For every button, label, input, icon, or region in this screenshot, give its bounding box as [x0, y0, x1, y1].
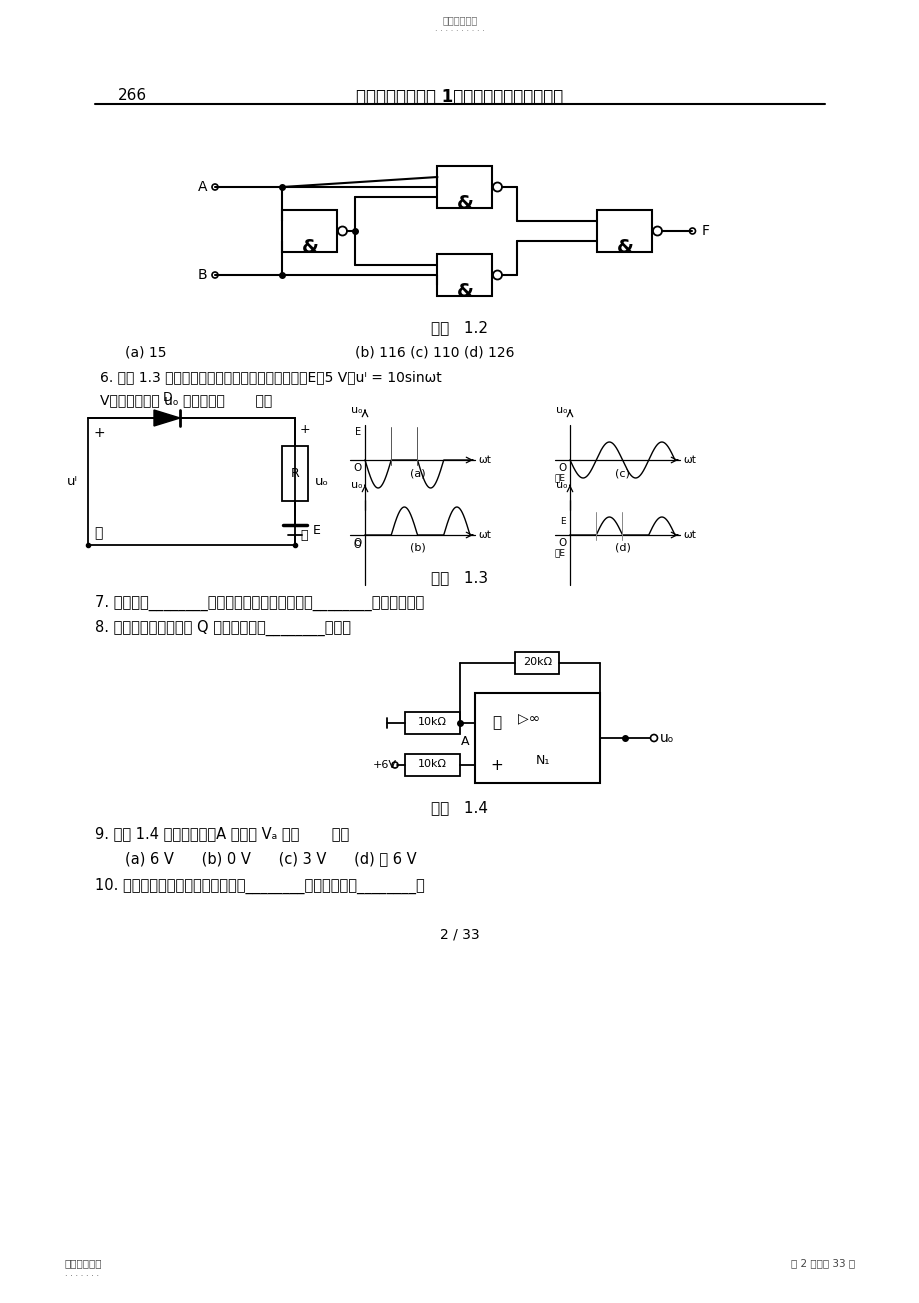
- Text: uₒ: uₒ: [556, 480, 567, 490]
- Bar: [474, 693, 599, 783]
- Text: (b) 116 (c) 110 (d) 126: (b) 116 (c) 110 (d) 126: [355, 345, 514, 360]
- Text: (a): (a): [409, 468, 425, 478]
- Text: O: O: [353, 539, 360, 550]
- Text: O: O: [354, 463, 361, 473]
- Text: (b): (b): [409, 543, 425, 552]
- Text: (a) 15: (a) 15: [125, 345, 166, 360]
- Text: uₒ: uₒ: [556, 405, 567, 414]
- Text: (a) 6 V      (b) 0 V      (c) 3 V      (d) － 6 V: (a) 6 V (b) 0 V (c) 3 V (d) － 6 V: [125, 851, 416, 866]
- Bar: [282, 446, 308, 500]
- Text: 题图   1.4: 题图 1.4: [431, 800, 488, 814]
- Polygon shape: [153, 410, 180, 426]
- Text: +: +: [94, 426, 106, 440]
- Text: O: O: [354, 538, 361, 549]
- Bar: [437, 254, 492, 296]
- Text: &: &: [456, 281, 473, 301]
- Text: · · · · · · ·: · · · · · · ·: [65, 1272, 99, 1281]
- Text: uₒ: uₒ: [351, 480, 363, 490]
- Text: (d): (d): [614, 543, 630, 552]
- Text: A: A: [460, 735, 469, 748]
- Text: 2 / 33: 2 / 33: [439, 926, 480, 941]
- Bar: [437, 165, 492, 208]
- Text: E: E: [355, 427, 360, 437]
- Text: 电子技术（电工学 1）典型题解析及自测试题: 电子技术（电工学 1）典型题解析及自测试题: [356, 89, 563, 106]
- Bar: [404, 711, 460, 734]
- Text: 名师归纳总结: 名师归纳总结: [65, 1257, 102, 1268]
- Text: V，输出端电压 uₒ 的波形为（       ）。: V，输出端电压 uₒ 的波形为（ ）。: [100, 394, 272, 407]
- Bar: [282, 210, 337, 251]
- Text: uₒ: uₒ: [314, 476, 329, 489]
- Text: F: F: [701, 224, 709, 238]
- Text: (c): (c): [615, 468, 630, 478]
- Text: 10kΩ: 10kΩ: [417, 760, 446, 769]
- Text: +: +: [300, 423, 311, 437]
- Text: E: E: [312, 524, 321, 537]
- Bar: [404, 754, 460, 777]
- Text: 10kΩ: 10kΩ: [417, 717, 446, 727]
- Text: ωt: ωt: [682, 455, 695, 465]
- Text: 题图   1.2: 题图 1.2: [431, 321, 488, 335]
- Text: N₁: N₁: [535, 754, 549, 767]
- Text: uₒ: uₒ: [351, 405, 363, 414]
- Text: 7. 晶体管是________型控制器件，而场效应管是________型控制器件。: 7. 晶体管是________型控制器件，而场效应管是________型控制器件…: [95, 595, 424, 611]
- Text: 精选学习资料: 精选学习资料: [442, 16, 477, 25]
- Text: B: B: [198, 268, 207, 281]
- Text: &: &: [301, 238, 318, 257]
- Text: 9. 题图 1.4 所示电路中，A 点电位 Vₐ 为（       ）。: 9. 题图 1.4 所示电路中，A 点电位 Vₐ 为（ ）。: [95, 826, 349, 840]
- Text: A: A: [198, 180, 207, 194]
- Text: －E: －E: [554, 549, 565, 558]
- Text: 6. 题图 1.3 所示电路中，忽略二极管的正向压降，E＝5 V，uᴵ = 10sinωt: 6. 题图 1.3 所示电路中，忽略二极管的正向压降，E＝5 V，uᴵ = 10…: [100, 370, 441, 384]
- Text: 8. 晶体管的静态工作点 Q 偏高，易引起________失真。: 8. 晶体管的静态工作点 Q 偏高，易引起________失真。: [95, 620, 351, 636]
- Bar: [515, 652, 559, 674]
- Text: · · · · · · · · · ·: · · · · · · · · · ·: [435, 27, 484, 36]
- Bar: [596, 210, 652, 251]
- Text: uₒ: uₒ: [659, 731, 674, 745]
- Text: 第 2 页，共 33 页: 第 2 页，共 33 页: [790, 1257, 854, 1268]
- Text: ωt: ωt: [478, 455, 491, 465]
- Text: E: E: [560, 517, 565, 526]
- Text: 20kΩ: 20kΩ: [522, 657, 551, 667]
- Text: &: &: [616, 238, 633, 257]
- Text: R: R: [290, 466, 299, 480]
- Text: +: +: [490, 757, 503, 773]
- Text: －: －: [300, 529, 307, 542]
- Text: D: D: [163, 391, 173, 404]
- Text: －: －: [94, 526, 102, 539]
- Text: 266: 266: [118, 89, 147, 103]
- Text: &: &: [456, 194, 473, 212]
- Text: ωt: ωt: [478, 530, 491, 539]
- Text: －: －: [492, 715, 501, 731]
- Text: O: O: [558, 463, 566, 473]
- Text: ▷∞: ▷∞: [518, 711, 540, 724]
- Text: －E: －E: [554, 473, 565, 482]
- Text: 10. 振荡电路自激振荡的相位条件是________，幅度条件是________。: 10. 振荡电路自激振荡的相位条件是________，幅度条件是________…: [95, 878, 425, 894]
- Text: +6V: +6V: [372, 760, 397, 770]
- Text: ωt: ωt: [682, 530, 695, 539]
- Text: 题图   1.3: 题图 1.3: [431, 569, 488, 585]
- Text: O: O: [558, 538, 566, 549]
- Text: uᴵ: uᴵ: [67, 476, 78, 489]
